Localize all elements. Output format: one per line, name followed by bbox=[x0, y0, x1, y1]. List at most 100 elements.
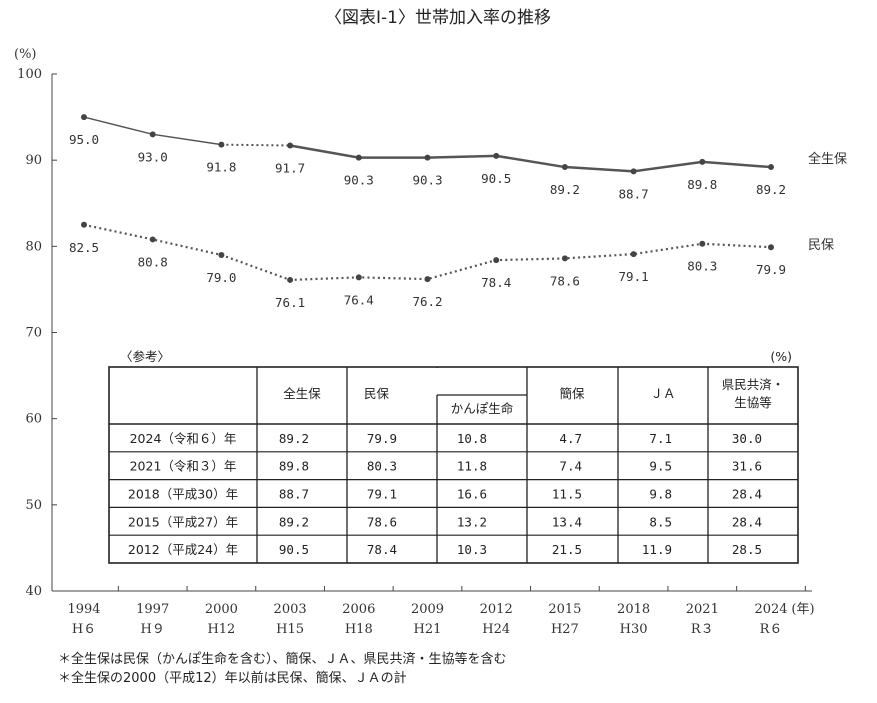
point-zenseiho bbox=[287, 142, 294, 149]
table-cell: 79.9 bbox=[367, 431, 397, 446]
table-cell: 28.4 bbox=[732, 487, 762, 502]
table-cell: 89.2 bbox=[279, 514, 309, 529]
y-tick-label: 80 bbox=[25, 239, 42, 254]
table-row-label: 2015（平成27）年 bbox=[128, 514, 238, 529]
table-header-kenmin-2: 生協等 bbox=[734, 395, 772, 410]
table-cell: 28.5 bbox=[732, 542, 762, 557]
table-cell: 13.2 bbox=[457, 514, 487, 529]
y-tick-label: 40 bbox=[25, 584, 42, 599]
point-zenseiho bbox=[81, 114, 87, 121]
table-cell: 90.5 bbox=[279, 542, 309, 557]
point-minpo bbox=[424, 276, 431, 283]
footnote-1: ＊全生保は民保（かんぽ生命を含む）、簡保、ＪＡ、県民共済・生協等を含む bbox=[58, 651, 507, 667]
table-cell: 28.4 bbox=[732, 514, 762, 529]
table-cell: 80.3 bbox=[367, 459, 397, 474]
x-tick-label-year: 2006 bbox=[342, 602, 375, 617]
table-row-label: 2024（令和６）年 bbox=[130, 431, 237, 446]
x-tick-label-year: 2015 bbox=[548, 602, 581, 617]
series-line-zenseiho bbox=[289, 144, 772, 173]
table-frame bbox=[108, 366, 799, 564]
point-zenseiho bbox=[493, 152, 500, 159]
y-tick-label: 100 bbox=[17, 67, 42, 82]
data-label-minpo: 79.9 bbox=[756, 262, 786, 277]
x-tick-label-era: H12 bbox=[207, 622, 235, 637]
x-tick-label-year: 1997 bbox=[136, 602, 169, 617]
table-row-label: 2018（平成30）年 bbox=[128, 487, 238, 502]
x-tick-label-year: 2000 bbox=[205, 602, 238, 617]
point-minpo bbox=[561, 255, 568, 262]
y-tick-label: 70 bbox=[25, 326, 42, 341]
x-tick-label-era: H27 bbox=[551, 622, 579, 637]
table-cell: 4.7 bbox=[559, 431, 582, 446]
chart-title: 〈図表Ⅰ-1〉世帯加入率の推移 bbox=[325, 8, 551, 28]
x-tick-label-era: H９ bbox=[141, 622, 165, 637]
point-minpo bbox=[149, 236, 156, 243]
point-minpo bbox=[218, 251, 225, 258]
table-header-minpo: 民保 bbox=[364, 386, 390, 401]
x-tick-label-era: H６ bbox=[72, 622, 96, 637]
x-tick-label-era: H18 bbox=[345, 622, 373, 637]
data-label-minpo: 80.8 bbox=[138, 254, 168, 269]
point-minpo bbox=[699, 240, 706, 247]
table-cell: 31.6 bbox=[732, 459, 762, 474]
x-tick-label-year: 1994 bbox=[67, 602, 100, 617]
table-header-merge bbox=[435, 368, 439, 395]
series-line-zenseiho-early bbox=[83, 116, 222, 146]
point-minpo bbox=[768, 244, 774, 251]
data-label-zenseiho: 88.7 bbox=[619, 186, 649, 201]
data-label-zenseiho: 91.7 bbox=[275, 161, 305, 176]
point-minpo bbox=[81, 221, 87, 228]
data-label-minpo: 78.6 bbox=[550, 273, 580, 288]
data-label-zenseiho: 91.8 bbox=[206, 160, 236, 175]
table-caption: 〈参考〉 bbox=[120, 349, 170, 364]
y-tick-label: 50 bbox=[25, 498, 42, 513]
data-label-minpo: 78.4 bbox=[481, 275, 511, 290]
table-cell: 10.8 bbox=[457, 431, 487, 446]
table-cell: 11.5 bbox=[552, 487, 582, 502]
data-label-zenseiho: 90.3 bbox=[344, 173, 374, 188]
point-minpo bbox=[287, 276, 294, 283]
table-cell: 7.1 bbox=[649, 431, 672, 446]
table-cell: 7.4 bbox=[559, 459, 582, 474]
table-cell: 11.9 bbox=[642, 542, 672, 557]
data-label-zenseiho: 90.5 bbox=[481, 171, 511, 186]
x-tick-label-era: H24 bbox=[482, 622, 510, 637]
point-minpo bbox=[493, 257, 500, 264]
table-header-kanpo: 簡保 bbox=[559, 386, 585, 401]
x-tick-label-year: 2003 bbox=[274, 602, 307, 617]
footnote-2: ＊全生保の2000（平成12）年以前は民保、簡保、ＪＡの計 bbox=[58, 670, 407, 686]
series-name-minpo: 民保 bbox=[808, 238, 834, 253]
x-tick-label-year: 2009 bbox=[411, 602, 444, 617]
series-line-minpo bbox=[83, 223, 772, 282]
table-cell: 78.6 bbox=[367, 514, 397, 529]
point-minpo bbox=[355, 274, 362, 281]
series-line-zenseiho-dotted bbox=[221, 143, 291, 147]
point-zenseiho bbox=[768, 164, 774, 171]
data-label-minpo: 79.0 bbox=[206, 270, 236, 285]
x-tick-label-era: R３ bbox=[691, 622, 714, 637]
table-cell: 88.7 bbox=[279, 487, 309, 502]
series-lines: 95.0 93.0 91.8 91.7 90.3 90.3 90.5 89.2 88.7 89.8… bbox=[69, 114, 847, 310]
table-cell: 8.5 bbox=[649, 514, 672, 529]
table-row-label: 2021（令和３）年 bbox=[130, 459, 237, 474]
data-label-zenseiho: 89.2 bbox=[550, 182, 580, 197]
table-cell: 89.8 bbox=[279, 459, 309, 474]
table-header-kampo: かんぽ生命 bbox=[451, 401, 514, 416]
data-label-zenseiho: 89.8 bbox=[687, 177, 717, 192]
table-header-kenmin-1: 県民共済・ bbox=[722, 377, 785, 392]
series-name-zenseiho: 全生保 bbox=[808, 151, 847, 167]
y-axis-unit: (%) bbox=[14, 47, 37, 62]
table-header-zenseiho: 全生保 bbox=[283, 386, 321, 401]
table-cell: 10.3 bbox=[457, 542, 487, 557]
axes: 40 50 60 70 80 90 100 1994 H６ 1997 H９ 2000 H12 2003 H1… bbox=[17, 67, 814, 637]
table-cell: 13.4 bbox=[552, 514, 582, 529]
x-tick-label-year: 2021 bbox=[686, 602, 719, 617]
x-tick-label-era: H15 bbox=[276, 622, 304, 637]
point-zenseiho bbox=[149, 131, 156, 138]
point-zenseiho bbox=[218, 141, 225, 148]
data-label-zenseiho: 93.0 bbox=[138, 149, 168, 164]
data-label-minpo: 80.3 bbox=[687, 259, 717, 274]
data-label-minpo: 82.5 bbox=[69, 240, 99, 255]
